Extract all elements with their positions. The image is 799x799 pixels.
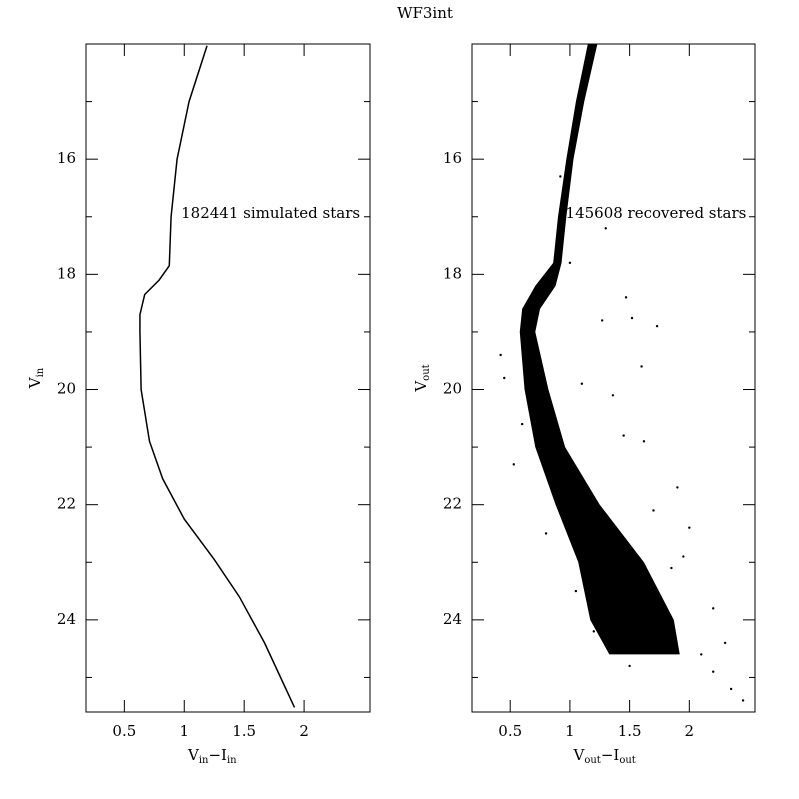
star-point <box>682 555 685 558</box>
y-tick-label: 22 <box>57 495 76 513</box>
plot-frame <box>471 43 756 713</box>
y-tick-label: 22 <box>443 495 462 513</box>
star-point <box>512 463 515 466</box>
star-point <box>559 175 562 178</box>
x-tick-label: 1 <box>179 722 189 740</box>
label-part: V <box>187 746 200 764</box>
y-tick-label: 16 <box>443 149 462 167</box>
label-part: V <box>573 746 586 764</box>
x-tick-label: 2 <box>299 722 309 740</box>
label-part: −I <box>601 746 620 764</box>
star-point <box>630 316 634 320</box>
subscript: out <box>421 364 432 380</box>
y-tick-label: 24 <box>443 610 462 628</box>
star-point <box>670 566 673 570</box>
star-point <box>655 324 659 328</box>
x-tick-label: 0.5 <box>498 722 522 740</box>
plot-area <box>499 44 745 702</box>
star-point <box>642 440 646 443</box>
annotation: 145608 recovered stars <box>566 204 747 222</box>
x-tick-label: 2 <box>685 722 695 740</box>
y-tick-label: 24 <box>57 610 76 628</box>
x-tick-label: 1.5 <box>618 722 642 740</box>
x-tick-label: 1.5 <box>232 722 256 740</box>
star-point <box>520 422 524 426</box>
star-point <box>628 664 631 668</box>
x-tick-label: 0.5 <box>112 722 136 740</box>
star-point <box>499 353 502 357</box>
y-tick-label: 20 <box>443 380 462 398</box>
star-point <box>586 60 590 63</box>
y-tick-label: 18 <box>443 264 462 282</box>
annotation: 182441 simulated stars <box>181 204 360 222</box>
y-axis-label: Vout <box>412 364 432 392</box>
plot-area <box>139 45 296 708</box>
x-tick-label: 1 <box>565 722 575 740</box>
star-point <box>604 227 607 230</box>
y-axis-label: Vin <box>26 367 46 389</box>
figure-title: WF3int <box>397 4 453 22</box>
star-point <box>712 670 715 673</box>
line <box>139 45 296 708</box>
label-part: V <box>412 380 430 393</box>
y-tick-label: 16 <box>57 149 76 167</box>
x-axis-label: Vout−Iout <box>573 746 636 766</box>
star-point <box>700 653 703 656</box>
subscript: in <box>35 367 46 377</box>
star-point <box>741 699 745 702</box>
star-point <box>712 607 715 610</box>
star-point <box>622 434 625 437</box>
star-point <box>652 509 655 512</box>
label-part: V <box>26 376 44 389</box>
star-point <box>611 394 615 397</box>
star-point <box>544 532 548 535</box>
dense-star-band <box>519 44 680 655</box>
y-tick-label: 18 <box>57 264 76 282</box>
y-tick-label: 20 <box>57 380 76 398</box>
star-point <box>568 261 572 265</box>
star-point <box>688 526 691 529</box>
subscript: in <box>227 755 237 766</box>
star-point <box>723 641 727 645</box>
star-point <box>600 319 604 322</box>
subscript: out <box>619 755 635 766</box>
star-point <box>592 630 595 633</box>
star-point <box>640 365 643 368</box>
star-point <box>580 382 584 385</box>
star-point <box>624 296 628 299</box>
star-point <box>503 376 506 380</box>
star-point <box>574 589 578 593</box>
subscript: out <box>584 755 600 766</box>
subscript: in <box>199 755 209 766</box>
x-axis-label: Vin−Iin <box>187 746 237 766</box>
plot-frame <box>85 43 371 713</box>
label-part: −I <box>208 746 227 764</box>
star-point <box>729 687 733 691</box>
star-point <box>676 486 679 489</box>
